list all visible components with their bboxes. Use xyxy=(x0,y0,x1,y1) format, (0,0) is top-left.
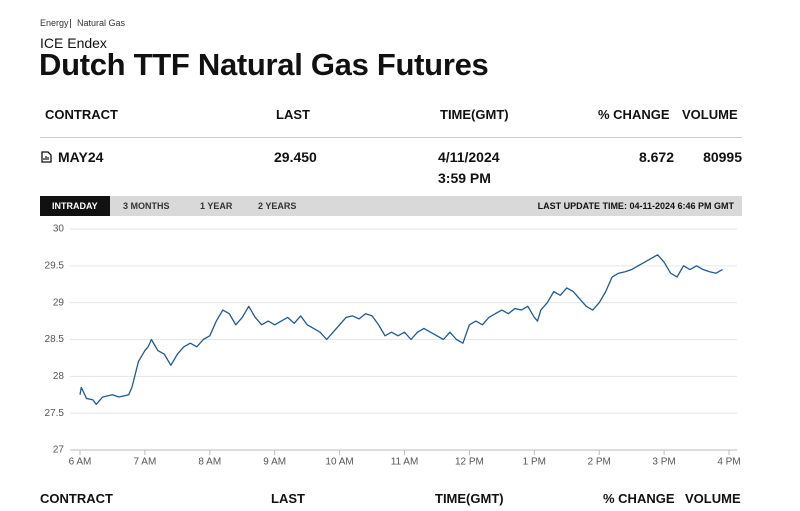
chart: 27 27.5 28 28.5 29 29.5 30 6 AM 7 AM 8 AM 9 AM 10 A… xyxy=(45,224,741,468)
x-tick-label: 12 PM xyxy=(455,457,484,468)
y-tick-label: 30 xyxy=(53,224,65,235)
x-tick-label: 3 PM xyxy=(652,457,675,468)
x-tick-label: 8 AM xyxy=(198,457,221,468)
column-header: TIME(GMT) xyxy=(440,107,509,122)
breadcrumb-link[interactable]: Natural Gas xyxy=(77,18,126,28)
column-header: VOLUME xyxy=(682,107,738,122)
x-tick-label: 6 AM xyxy=(69,457,92,468)
tab[interactable]: INTRADAY xyxy=(40,196,110,216)
y-tick-label: 29.5 xyxy=(45,260,65,271)
x-tick-label: 11 AM xyxy=(391,457,419,468)
tab[interactable]: 3 MONTHS xyxy=(123,201,170,211)
y-tick-label: 27.5 xyxy=(45,408,65,419)
last-update: LAST UPDATE TIME: 04-11-2024 6:46 PM GMT xyxy=(537,201,734,211)
column-header: % CHANGE xyxy=(598,107,670,122)
column-header: LAST xyxy=(271,491,305,506)
breadcrumb-separator xyxy=(70,19,71,28)
x-tick-label: 7 AM xyxy=(134,457,157,468)
time: 3:59 PM xyxy=(438,170,491,186)
x-tick-label: 1 PM xyxy=(523,457,546,468)
contract[interactable]: MAY24 xyxy=(58,149,104,165)
volume: 80995 xyxy=(703,149,742,165)
column-header: LAST xyxy=(276,107,310,122)
exchange: ICE Endex xyxy=(40,35,107,51)
column-header: VOLUME xyxy=(685,491,741,506)
y-tick-label: 28.5 xyxy=(45,334,65,345)
x-tick-label: 4 PM xyxy=(717,457,740,468)
percent-change: 8.672 xyxy=(638,149,674,165)
y-tick-label: 27 xyxy=(53,445,65,456)
y-tick-label: 29 xyxy=(53,297,65,308)
breadcrumb-link[interactable]: Energy xyxy=(40,18,69,28)
column-header: CONTRACT xyxy=(40,491,113,506)
x-tick-label: 10 AM xyxy=(325,457,353,468)
x-tick-label: 2 PM xyxy=(588,457,611,468)
last-price: 29.450 xyxy=(274,149,317,165)
tab[interactable]: 2 YEARS xyxy=(258,201,297,211)
page-title: Dutch TTF Natural Gas Futures xyxy=(39,47,489,82)
tab-bar: INTRADAY 3 MONTHS 1 YEAR 2 YEARS LAST UP… xyxy=(40,196,742,216)
column-header: CONTRACT xyxy=(45,107,118,122)
column-header: TIME(GMT) xyxy=(435,491,504,506)
date: 4/11/2024 xyxy=(438,149,500,165)
tab[interactable]: 1 YEAR xyxy=(200,201,233,211)
y-tick-label: 28 xyxy=(53,371,65,382)
column-header: % CHANGE xyxy=(603,491,675,506)
document-icon xyxy=(41,151,52,163)
divider xyxy=(40,137,742,138)
price-line xyxy=(79,254,723,405)
x-tick-label: 9 AM xyxy=(263,457,286,468)
